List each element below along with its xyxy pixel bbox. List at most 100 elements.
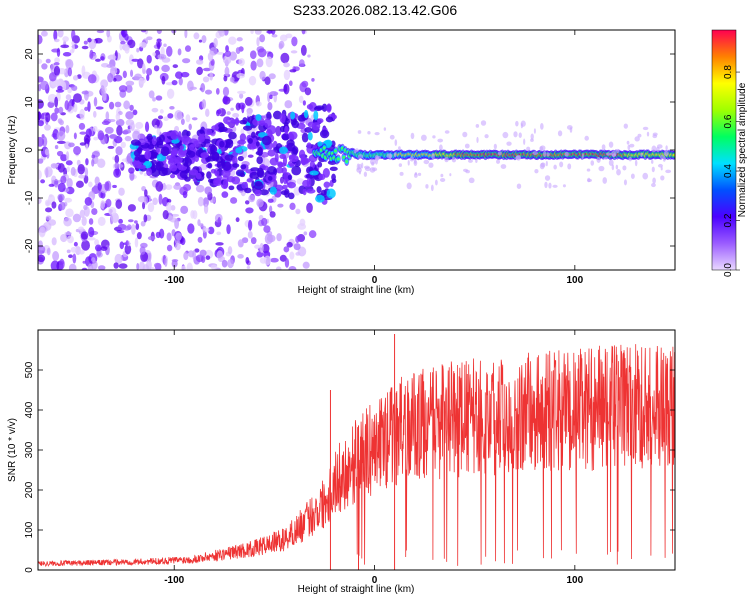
spectrogram-noise-blob: [136, 262, 140, 270]
spectrogram-noise-blob: [275, 266, 282, 270]
spectrogram-noise-blob: [256, 58, 264, 68]
spectrogram-band-blob: [242, 125, 253, 131]
spectrogram-noise-blob: [58, 106, 64, 114]
spectrogram-noise-blob: [45, 207, 53, 213]
spectrogram-band-blob: [281, 167, 287, 175]
spectrogram-faint-blob: [363, 171, 368, 177]
spectrogram-noise-blob: [53, 62, 60, 66]
spectrogram-band-blob: [146, 135, 153, 140]
spectrogram-noise-blob: [127, 204, 136, 212]
spectrogram-band-blob: [197, 134, 206, 143]
spectrogram-faint-blob: [590, 160, 595, 166]
spectrogram-noise-blob: [144, 189, 148, 197]
spectrogram-faint-blob: [602, 177, 608, 184]
spectrogram-band-blob: [199, 129, 205, 134]
spectrogram-band-blob: [281, 133, 290, 141]
spectrogram-band-blob: [306, 188, 316, 194]
spectrogram-noise-blob: [73, 93, 82, 103]
spectrogram-noise-blob: [79, 108, 85, 120]
spectrogram-faint-blob: [437, 138, 444, 143]
spectrogram-faint-blob: [530, 138, 534, 142]
spectrogram-noise-blob: [119, 42, 123, 51]
spectrogram-band-blob: [186, 150, 196, 158]
spectrogram-noise-blob: [143, 214, 148, 223]
spectrogram-faint-blob: [640, 152, 643, 158]
spectrogram-noise-blob: [181, 265, 187, 270]
spectrogram-noise-blob: [77, 164, 85, 175]
spectrogram-marks: [38, 30, 675, 270]
spectrogram-noise-blob: [238, 58, 245, 66]
spectrogram-noise-blob: [88, 181, 93, 188]
spectrogram-faint-blob: [389, 134, 395, 140]
spectrogram-band-blob: [159, 134, 165, 143]
spectrogram-band-blob: [241, 181, 247, 189]
spectrogram-noise-blob: [41, 63, 48, 70]
spectrogram-faint-blob: [409, 156, 415, 162]
spectrogram-noise-blob: [182, 58, 191, 64]
spectrogram-noise-blob: [276, 233, 282, 242]
spectrogram-noise-blob: [38, 34, 43, 45]
spectrogram-noise-blob: [129, 121, 135, 131]
spectrogram-noise-blob: [38, 111, 41, 121]
spectrogram-noise-blob: [165, 184, 173, 190]
spectrogram-noise-blob: [236, 90, 246, 95]
spectrogram-band-blob: [291, 146, 299, 155]
spectrogram-noise-blob: [129, 104, 134, 111]
spectrogram-faint-blob: [413, 160, 418, 167]
spectrogram-noise-blob: [62, 52, 72, 57]
spectrogram-band-blob: [195, 172, 202, 180]
spectrogram-noise-blob: [125, 240, 129, 246]
spectrogram-noise-blob: [246, 265, 251, 269]
spectrogram-noise-blob: [118, 263, 128, 269]
spectrogram-band-blob: [168, 157, 174, 163]
spectrogram-noise-blob: [96, 30, 105, 34]
spectrogram-faint-blob: [630, 173, 635, 179]
spectrogram-faint-blob: [545, 160, 548, 167]
spectrogram-noise-blob: [188, 123, 192, 131]
spectrogram-noise-blob: [58, 258, 65, 270]
spectrogram-faint-blob: [608, 141, 614, 148]
spectrogram-noise-blob: [120, 40, 126, 45]
spectrogram-noise-blob: [207, 226, 215, 235]
spectrogram-band-blob: [291, 165, 302, 176]
spectrogram-noise-blob: [76, 159, 81, 166]
spectrogram-noise-blob: [254, 244, 261, 249]
spectrogram-faint-blob: [553, 164, 557, 170]
spectrogram-band-blob: [306, 103, 314, 110]
spectrogram-noise-blob: [113, 262, 119, 269]
spectrogram-faint-blob: [564, 151, 569, 157]
y-tick-label: -20: [24, 238, 35, 253]
spectrogram-noise-blob: [154, 124, 158, 129]
spectrogram-band-blob: [287, 192, 295, 200]
spectrogram-noise-blob: [115, 146, 123, 156]
spectrogram-noise-blob: [177, 48, 182, 56]
spectrogram-noise-blob: [72, 253, 77, 264]
spectrogram-noise-blob: [288, 265, 297, 270]
spectrogram-band-blob: [239, 133, 247, 142]
spectrogram-noise-blob: [39, 224, 49, 233]
spectrogram-noise-blob: [78, 249, 85, 255]
spectrogram-band-blob: [202, 128, 213, 136]
spectrogram-noise-blob: [100, 246, 108, 251]
spectrogram-band-blob: [318, 173, 326, 181]
spectrogram-noise-blob: [65, 125, 70, 134]
spectrogram-noise-blob: [166, 198, 172, 204]
y-tick-label: 100: [24, 521, 35, 538]
spectrogram-band-blob: [259, 189, 269, 196]
spectrogram-noise-blob: [254, 30, 262, 35]
spectrogram-noise-blob: [137, 196, 147, 203]
spectrogram-noise-blob: [226, 224, 231, 235]
colorbar-gradient: [711, 29, 737, 271]
spectrogram-noise-blob: [245, 207, 254, 214]
spectrogram-faint-blob: [506, 141, 512, 146]
spectrogram-band-blob: [250, 131, 256, 139]
spectrogram-noise-blob: [209, 72, 214, 81]
spectrogram-noise-blob: [106, 30, 111, 38]
spectrogram-noise-blob: [311, 78, 315, 82]
spectrogram-noise-blob: [174, 218, 180, 229]
spectrogram-noise-blob: [223, 95, 228, 105]
spectrogram-noise-blob: [227, 258, 234, 269]
spectrogram-faint-blob: [543, 150, 547, 157]
spectrogram-band-blob: [134, 141, 142, 146]
spectrogram-noise-blob: [267, 102, 273, 111]
